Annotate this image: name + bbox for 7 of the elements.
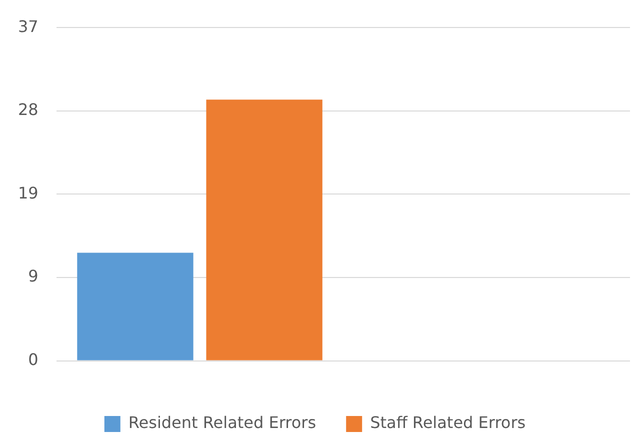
y-tick-label: 37 [18, 16, 38, 36]
y-tick-label: 19 [18, 183, 38, 202]
y-tick-label: 28 [18, 100, 38, 120]
y-tick-label: 9 [28, 266, 38, 286]
y-tick-label: 0 [28, 350, 38, 369]
legend-label: Resident Related Errors [128, 413, 316, 432]
legend-label: Staff Related Errors [370, 413, 526, 432]
